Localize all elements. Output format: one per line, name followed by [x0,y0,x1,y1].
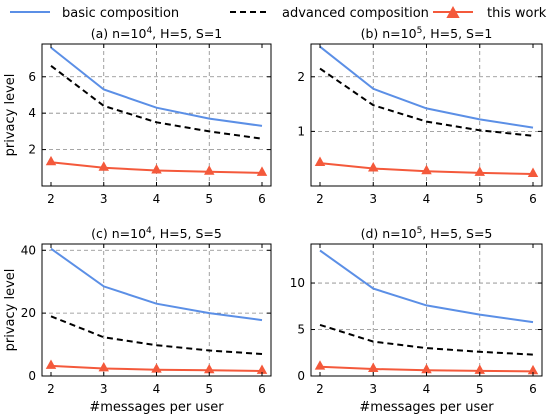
series-line-basic [319,45,534,129]
panel-title: (b) n=105, H=5, S=1 [361,26,493,41]
x-tick-label: 4 [423,382,431,396]
data-point-this-work [314,360,326,370]
panel-title-base: (c) n=10 [91,226,146,241]
y-tick-label: 2 [28,143,36,157]
y-tick-label: 0 [28,369,36,383]
x-tick-label: 6 [258,382,266,396]
panel-title: (c) n=104, H=5, S=5 [91,226,222,241]
data-point-this-work [256,364,268,374]
y-tick-label: 1 [297,124,305,138]
legend: basic composition advanced composition thi… [10,6,547,21]
series-line-advanced [319,67,534,137]
x-tick-label: 5 [205,382,213,396]
data-point-this-work [98,161,109,171]
panel-title-rest: , H=5, S=1 [152,26,222,41]
panel-title-rest: , H=5, S=5 [422,226,492,241]
series-line-basic [50,247,263,322]
panel-b: (b) n=105, H=5, S=12 3 4 5 612 [297,26,543,206]
x-tick-label: 2 [316,192,324,206]
data-point-this-work [256,166,268,176]
y-axis-label: privacy level [3,269,18,352]
panel-title-exponent: 5 [417,226,423,236]
legend-item-basic-composition: basic composition [10,6,179,21]
x-tick-label: 5 [476,192,484,206]
x-tick-label: 3 [100,382,108,396]
series-line-advanced [50,315,263,355]
x-tick-label: 4 [153,192,161,206]
x-tick-label: 6 [258,192,266,206]
y-tick-label: 20 [21,306,36,320]
x-tick-label: 4 [153,382,161,396]
legend-marker-triangle [446,6,460,19]
panel-title-exponent: 4 [146,226,152,236]
x-tick-label: 5 [205,192,213,206]
panel-title-base: (b) n=10 [361,26,417,41]
x-tick-label: 2 [316,382,324,396]
legend-label: advanced composition [282,6,429,21]
data-point-this-work [151,363,162,373]
y-tick-label: 10 [290,276,305,290]
y-tick-label: 0 [297,369,305,383]
y-tick-label: 5 [297,323,305,337]
x-tick-label: 2 [47,192,55,206]
x-tick-label: 6 [529,382,537,396]
data-point-this-work [45,155,57,166]
series-line-advanced [50,65,263,140]
data-point-this-work [368,162,379,172]
data-point-this-work [45,359,57,369]
data-point-this-work [474,166,485,176]
x-axis-label: #messages per user [89,400,224,415]
x-tick-label: 3 [100,192,108,206]
data-point-this-work [368,362,379,372]
y-tick-label: 6 [28,70,36,84]
panel-title-rest: , H=5, S=5 [152,226,222,241]
y-axis-label: privacy level [3,74,18,157]
x-tick-label: 5 [476,382,484,396]
data-point-this-work [421,363,432,374]
y-tick-label: 40 [21,243,36,257]
panel-title-rest: , H=5, S=1 [422,26,492,41]
data-point-this-work [527,167,539,177]
x-tick-label: 2 [47,382,55,396]
legend-item-advanced-composition: advanced composition [230,6,429,21]
legend-label: this work [487,6,547,21]
x-tick-label: 3 [369,192,377,206]
data-point-this-work [474,364,485,374]
data-point-this-work [98,361,109,372]
data-point-this-work [151,164,162,174]
series-line-advanced [319,323,534,356]
legend-item-this-work: this work [433,6,547,21]
x-tick-label: 4 [423,192,431,206]
panel-title-exponent: 5 [417,26,423,36]
data-point-this-work [204,165,215,175]
panel-title-base: (a) n=10 [91,26,147,41]
panel-title: (a) n=104, H=5, S=1 [91,26,223,41]
series-line-basic [50,46,263,127]
data-point-this-work [314,156,326,167]
panel-title-base: (d) n=10 [361,226,417,241]
x-tick-label: 6 [529,192,537,206]
y-tick-label: 4 [28,106,36,120]
panel-title: (d) n=105, H=5, S=5 [361,226,493,241]
x-axis-label: #messages per user [359,400,494,415]
data-point-this-work [204,363,215,374]
series-line-basic [319,249,534,324]
data-point-this-work [421,164,432,175]
panel-title-exponent: 4 [146,26,152,36]
data-point-this-work [527,364,539,375]
y-tick-label: 2 [297,70,305,84]
x-tick-label: 3 [369,382,377,396]
legend-label: basic composition [62,6,179,21]
